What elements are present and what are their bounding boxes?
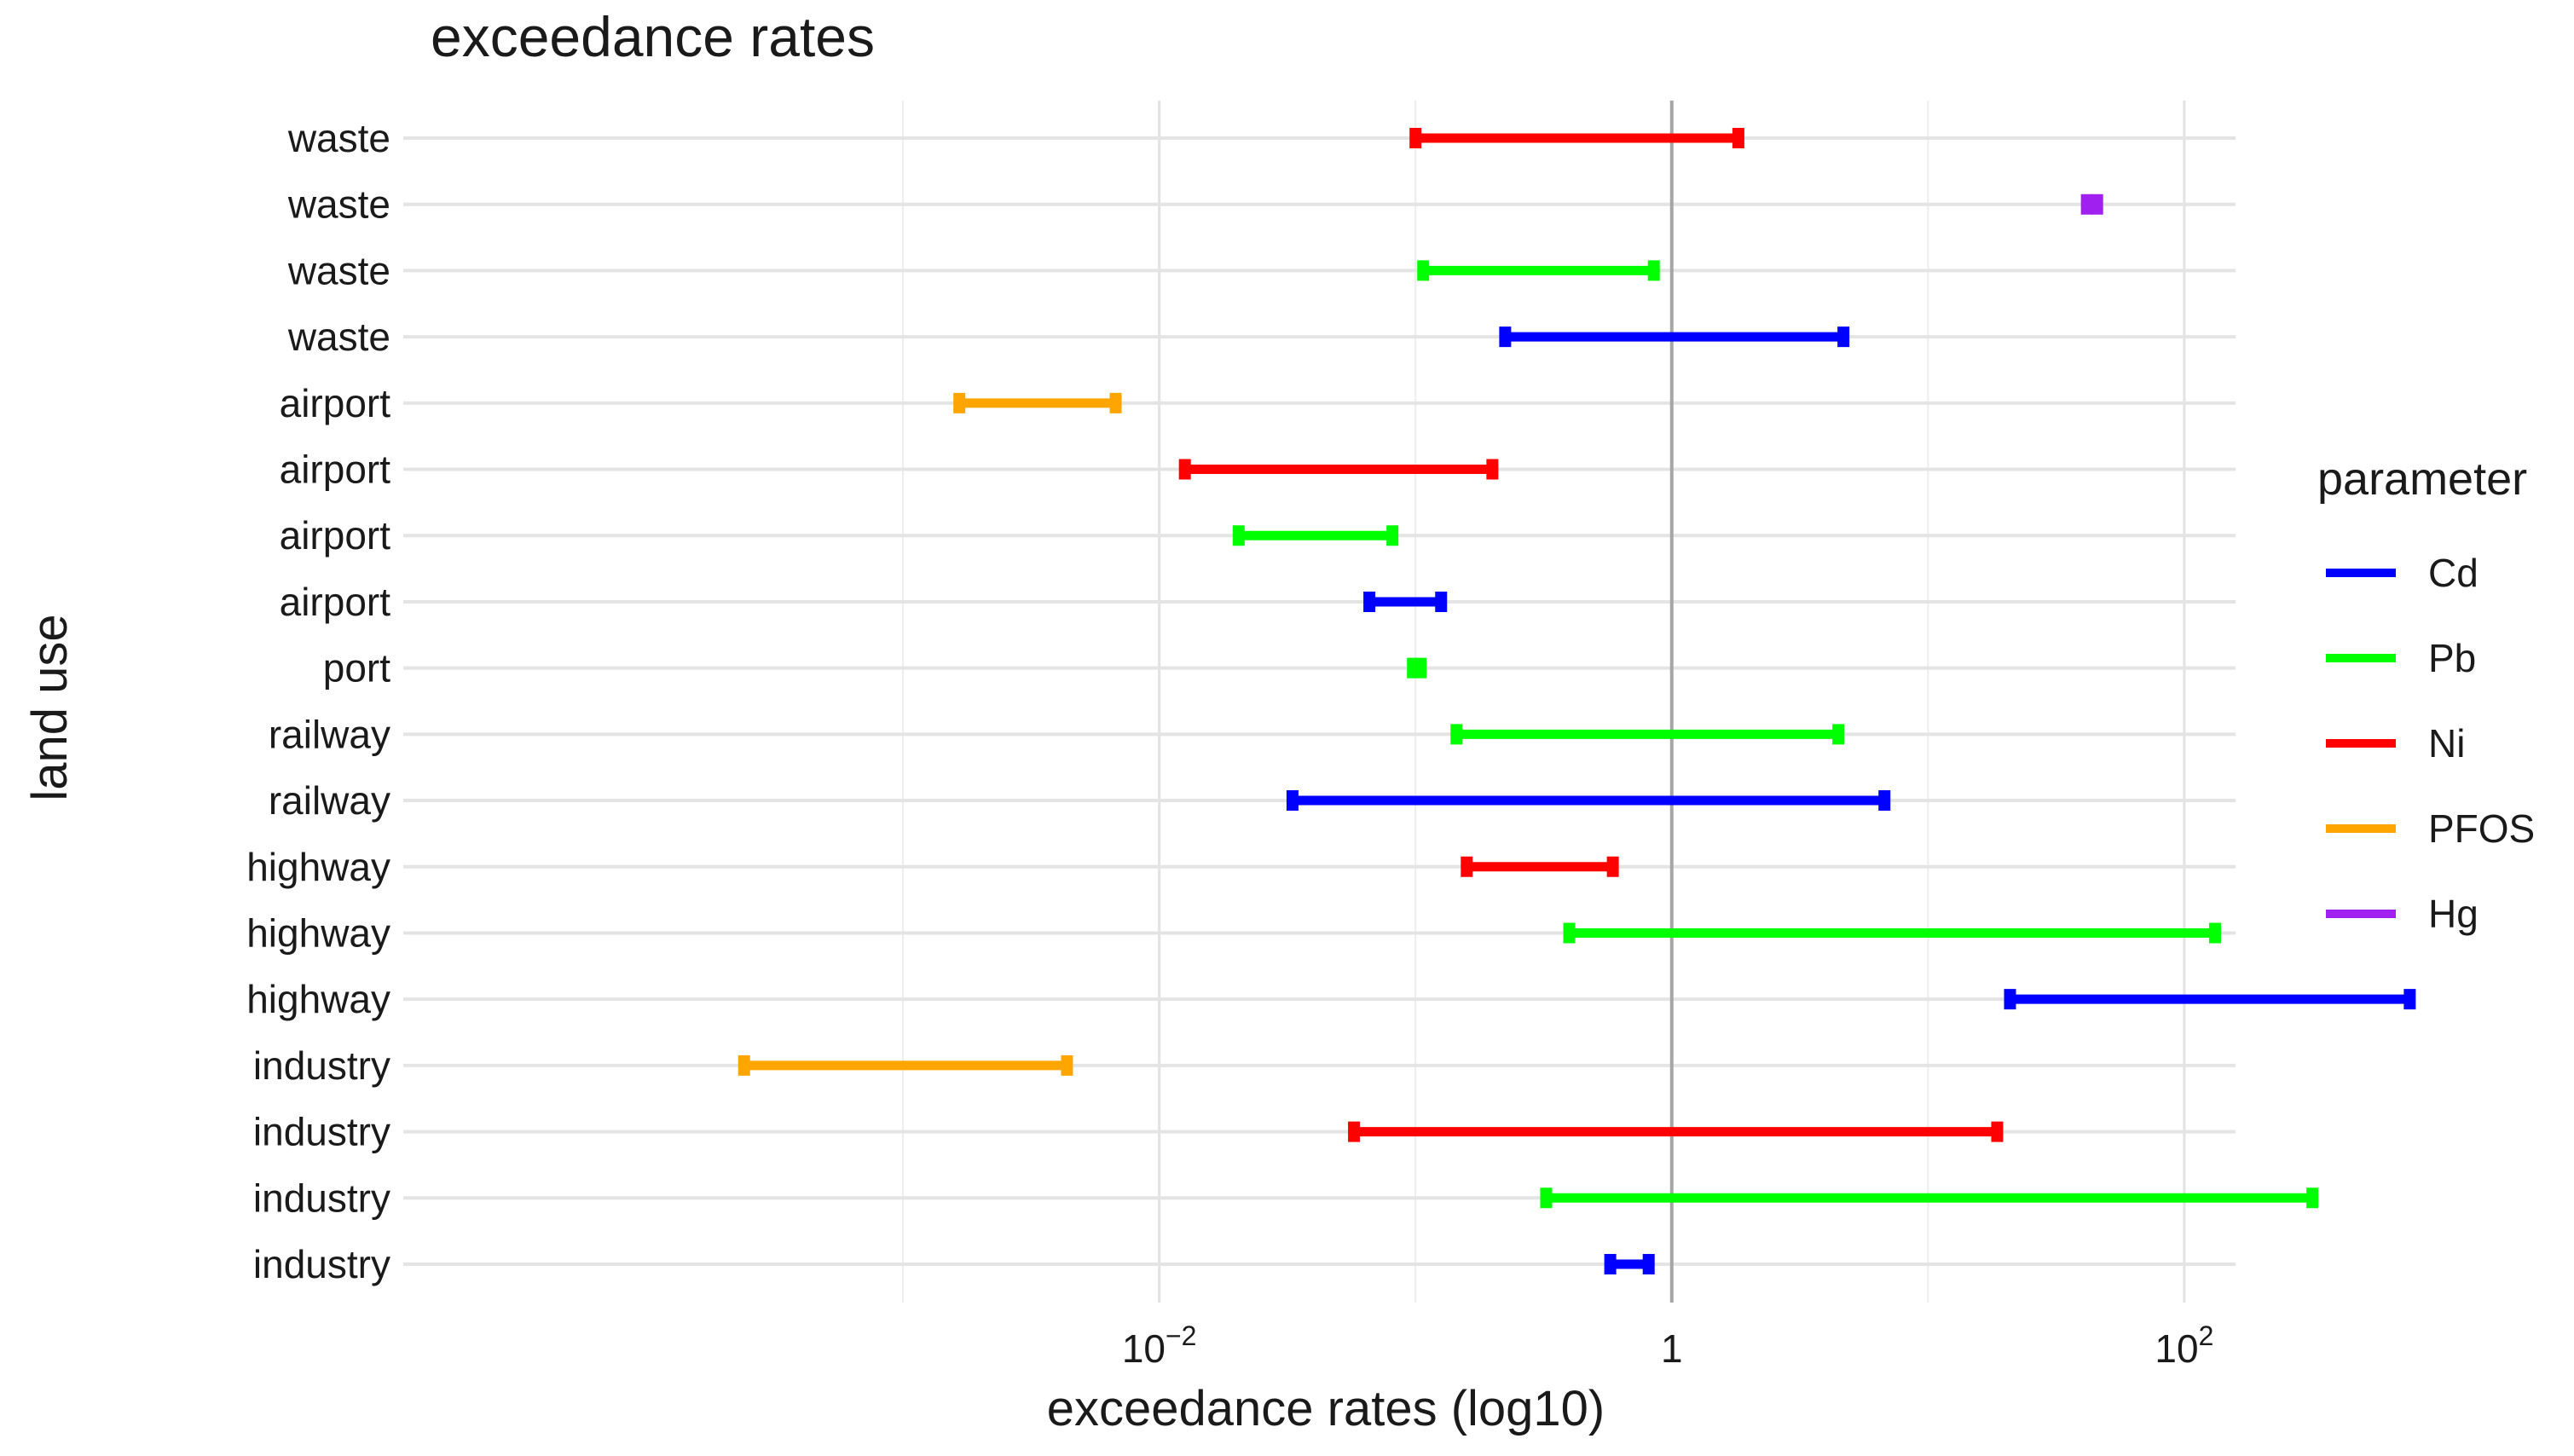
y-tick-label: airport xyxy=(280,448,391,492)
x-tick-label: 1 xyxy=(1661,1326,1683,1371)
y-tick-label: airport xyxy=(280,513,391,558)
range-bar-airport-pfos xyxy=(953,392,1122,413)
y-tick-label: industry xyxy=(253,1043,390,1088)
grid xyxy=(403,101,2236,1303)
legend-label: PFOS xyxy=(2428,806,2535,851)
legend: parameter Cd Pb Ni PFOS Hg xyxy=(2317,454,2535,936)
range-bar-waste-cd xyxy=(1499,326,1850,348)
y-tick-label: waste xyxy=(287,315,390,359)
range-bar-industry-cd xyxy=(1604,1254,1655,1274)
y-tick-label: airport xyxy=(280,580,391,624)
chart-title: exceedance rates xyxy=(431,5,875,68)
y-axis-title: land use xyxy=(22,614,78,800)
range-bar-industry-pb xyxy=(1540,1187,2319,1209)
range-bar-waste-ni xyxy=(1409,128,1744,148)
range-bar-railway-pb xyxy=(1450,724,1845,745)
range-bar-waste-pb xyxy=(1417,260,1660,281)
y-tick-label: industry xyxy=(253,1176,390,1220)
y-tick-label: highway xyxy=(246,977,390,1021)
range-bar-highway-cd xyxy=(2004,989,2416,1010)
legend-entry-pb: Pb xyxy=(2326,636,2476,680)
legend-title: parameter xyxy=(2317,454,2527,505)
legend-entries: Cd Pb Ni PFOS Hg xyxy=(2326,551,2535,936)
y-tick-label: airport xyxy=(280,381,391,425)
range-bar-railway-cd xyxy=(1286,790,1891,812)
legend-entry-pfos: PFOS xyxy=(2326,806,2535,851)
legend-entry-ni: Ni xyxy=(2326,721,2465,766)
legend-label: Ni xyxy=(2428,721,2465,766)
y-tick-label: waste xyxy=(287,182,390,227)
x-tick-label: 10−2 xyxy=(1122,1320,1197,1371)
range-bar-industry-pfos xyxy=(737,1054,1073,1076)
legend-label: Pb xyxy=(2428,636,2476,680)
range-bar-port-pb xyxy=(1407,657,1427,679)
range-bar-airport-pb xyxy=(1232,525,1399,546)
range-bars xyxy=(737,128,2416,1274)
legend-label: Cd xyxy=(2428,551,2479,595)
range-bar-industry-ni xyxy=(1348,1121,2004,1142)
y-tick-label: highway xyxy=(246,910,390,955)
range-bar-highway-pb xyxy=(1563,922,2221,944)
legend-entry-cd: Cd xyxy=(2326,551,2479,595)
range-bar-airport-cd xyxy=(1363,591,1448,612)
y-tick-label: industry xyxy=(253,1110,390,1154)
x-axis-title: exceedance rates (log10) xyxy=(1047,1381,1605,1436)
x-axis-ticks: 10−2 1 102 xyxy=(1122,1320,2214,1371)
y-tick-label: industry xyxy=(253,1242,390,1286)
y-tick-label: port xyxy=(323,646,390,690)
range-bar-highway-ni xyxy=(1461,856,1619,877)
y-tick-label: railway xyxy=(269,778,390,823)
y-axis-ticks: waste waste waste waste airport airport airpor… xyxy=(246,116,390,1286)
legend-label: Hg xyxy=(2428,892,2479,936)
y-tick-label: highway xyxy=(246,845,390,889)
range-bar-airport-ni xyxy=(1178,459,1499,480)
x-tick-label: 102 xyxy=(2155,1320,2213,1371)
legend-entry-hg: Hg xyxy=(2326,892,2479,936)
y-tick-label: waste xyxy=(287,116,390,160)
y-tick-label: railway xyxy=(269,712,390,756)
range-bar-waste-hg xyxy=(2080,194,2103,215)
y-tick-label: waste xyxy=(287,248,390,292)
